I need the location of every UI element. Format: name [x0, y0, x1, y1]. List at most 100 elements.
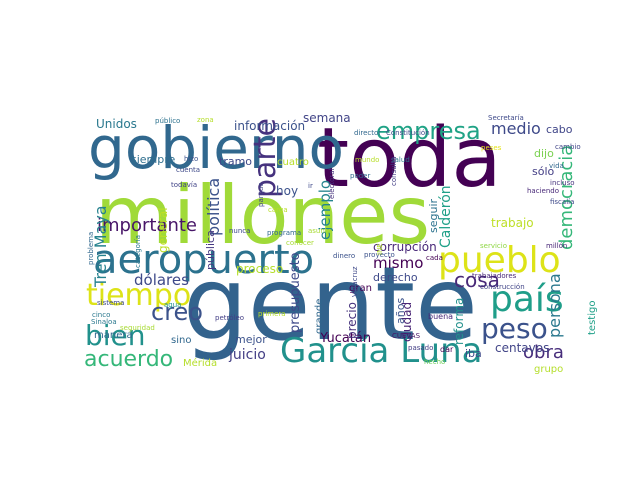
word: poder [350, 172, 370, 180]
word: gran [349, 283, 372, 294]
word: creo [151, 298, 203, 326]
word: corrupción [373, 240, 437, 254]
word: construcción [480, 283, 525, 291]
word: hoy [276, 184, 298, 198]
word: sistema [97, 299, 124, 307]
word: iba [465, 347, 482, 360]
word: mejor [235, 333, 267, 346]
word: política [204, 178, 223, 236]
word: director [354, 129, 381, 137]
word: información [234, 119, 305, 133]
word: manera [94, 330, 133, 341]
word: incluso [550, 179, 575, 187]
word: democracia [556, 145, 577, 250]
word: grupo [534, 364, 563, 375]
word: trabajadores [472, 272, 517, 280]
word: millón [546, 242, 567, 250]
word: proyecto [364, 251, 395, 259]
word: petróleo [215, 314, 244, 322]
word: García Luna [280, 331, 482, 371]
word: Mérida [183, 357, 217, 369]
word: dinero [333, 252, 355, 260]
word: seguir [427, 198, 440, 233]
word: conocer [286, 239, 314, 247]
word: CUEVAS [392, 332, 421, 340]
word: ir [308, 182, 313, 190]
word: peses [481, 144, 502, 152]
word: cada [426, 254, 443, 262]
word: centavos [495, 341, 549, 355]
word: derecho [373, 271, 418, 284]
word: millones [95, 169, 430, 262]
word: Constitución [386, 129, 430, 137]
word: toda [317, 111, 502, 206]
word: tiempo [86, 278, 191, 313]
word: aeropuerto [93, 237, 314, 283]
word: testigo [587, 301, 598, 335]
word: consulta [390, 156, 398, 186]
word: Calderón [438, 185, 454, 248]
word: bien [85, 319, 146, 352]
word: peso [481, 312, 548, 345]
word: agua [164, 301, 181, 309]
word: Yucatán [319, 331, 371, 346]
word: cinco [92, 311, 110, 319]
word: gobierno [88, 114, 344, 182]
word: pueblo [438, 240, 561, 281]
word: carga [268, 206, 288, 214]
word: reforma [452, 298, 466, 345]
word: programa [267, 229, 301, 237]
word: servicio [480, 242, 507, 250]
word: acuerdo [84, 347, 173, 372]
word: buena [428, 312, 453, 321]
word: hizo [184, 155, 198, 163]
word: obra [523, 342, 564, 363]
word: proceso [236, 262, 283, 276]
word: seguridad [120, 324, 155, 332]
word: cambio [555, 143, 581, 151]
word: país [490, 279, 564, 320]
word: Unidos [96, 117, 137, 131]
word: grande [314, 299, 325, 334]
word: cuenta [176, 166, 200, 174]
word: Sinaloa [91, 318, 117, 326]
word: problema [87, 232, 95, 265]
word: trabajo [491, 216, 534, 230]
word: presupuesto [288, 252, 303, 333]
word: semana [303, 111, 351, 125]
word: categoría [134, 235, 142, 268]
word: parte [248, 118, 283, 198]
word: dar [440, 345, 454, 354]
word: Tren Maya [91, 205, 110, 288]
word: todavía [171, 181, 197, 189]
word: Secretaría [488, 114, 524, 122]
word: general [156, 207, 170, 253]
word: electoral [328, 168, 336, 199]
word: fiscalía [550, 198, 574, 206]
word: Veracruz [351, 266, 359, 297]
word: asunto [308, 227, 332, 235]
word: parque [257, 182, 265, 207]
word: importante [97, 215, 197, 236]
word: ejemplo [316, 180, 334, 240]
word: zona [197, 116, 214, 124]
word: cosa [454, 268, 500, 292]
word: medio [491, 119, 541, 138]
word: cuatro [277, 157, 309, 168]
word: pública [204, 230, 217, 270]
word: mismo [373, 254, 423, 272]
word: primera [258, 310, 286, 318]
word: ciudad [400, 302, 414, 342]
word: sólo [532, 165, 555, 178]
word: precio [345, 302, 359, 339]
word: juicio [228, 347, 266, 363]
word: salud [391, 156, 410, 164]
word: años [394, 298, 407, 324]
word: gente [183, 245, 478, 364]
word: nunca [229, 227, 250, 235]
word: cabo [546, 123, 573, 136]
word: INE [376, 243, 384, 255]
